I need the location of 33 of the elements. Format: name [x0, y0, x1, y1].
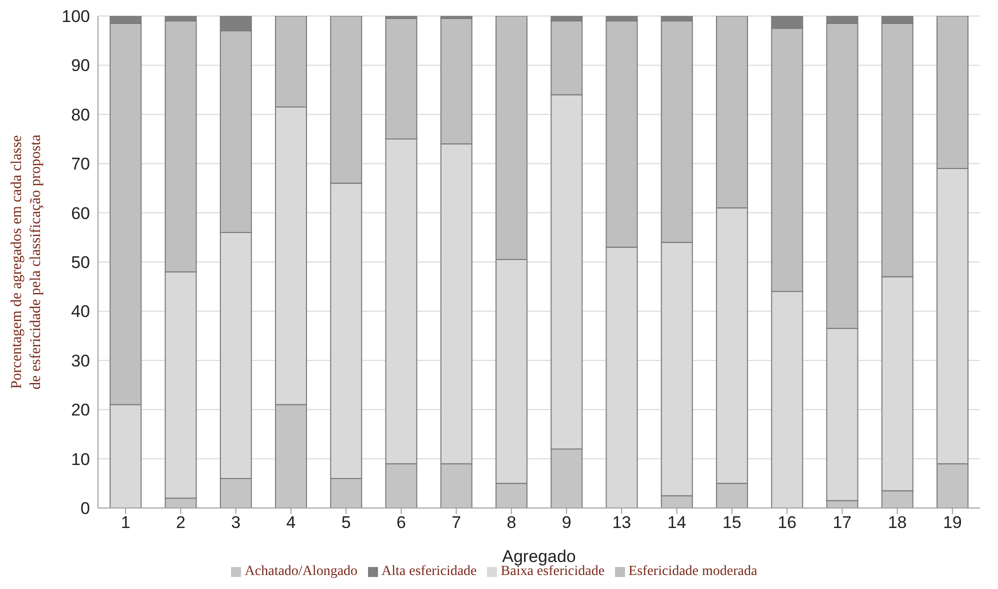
x-tick-label: 13	[612, 513, 632, 532]
legend-label: Esfericidade moderada	[628, 564, 758, 579]
y-tick-label: 70	[71, 154, 90, 174]
x-tick-label: 2	[176, 513, 186, 532]
y-tick-label: 10	[71, 450, 90, 469]
y-tick-label: 60	[71, 204, 90, 223]
y-tick-label: 0	[80, 499, 90, 518]
x-tick-label: 14	[667, 513, 686, 532]
x-axis-title: Agregado	[502, 547, 576, 566]
x-tick-label: 3	[231, 513, 241, 532]
x-tick-label: 1	[120, 513, 130, 532]
x-tick-label: 8	[506, 513, 516, 532]
y-tick-label: 90	[71, 56, 90, 76]
y-tick-label: 80	[71, 105, 90, 124]
x-tick-label: 17	[832, 513, 852, 532]
x-tick-label: 6	[396, 513, 406, 532]
x-tick-label: 9	[562, 513, 572, 532]
x-tick-label: 19	[942, 513, 962, 532]
y-tick-label: 100	[62, 7, 90, 26]
legend-label: Alta esfericidade	[382, 564, 477, 579]
y-tick-label: 20	[71, 400, 90, 420]
legend-label: Baixa esfericidade	[500, 564, 605, 579]
y-tick-label: 50	[71, 253, 90, 272]
y-tick-label: 30	[71, 351, 90, 370]
legend-label: Achatado/Alongado	[244, 564, 358, 579]
x-tick-label: 15	[722, 513, 742, 532]
x-tick-label: 18	[888, 513, 907, 532]
x-tick-label: 5	[341, 513, 351, 532]
x-tick-label: 16	[778, 513, 797, 532]
x-tick-label: 4	[286, 513, 296, 532]
y-tick-label: 40	[71, 302, 90, 322]
y-axis-title: Porcentagem de agregados em cada classe de esfericidade pela classificação proposta	[9, 134, 44, 390]
x-tick-label: 7	[452, 513, 462, 532]
